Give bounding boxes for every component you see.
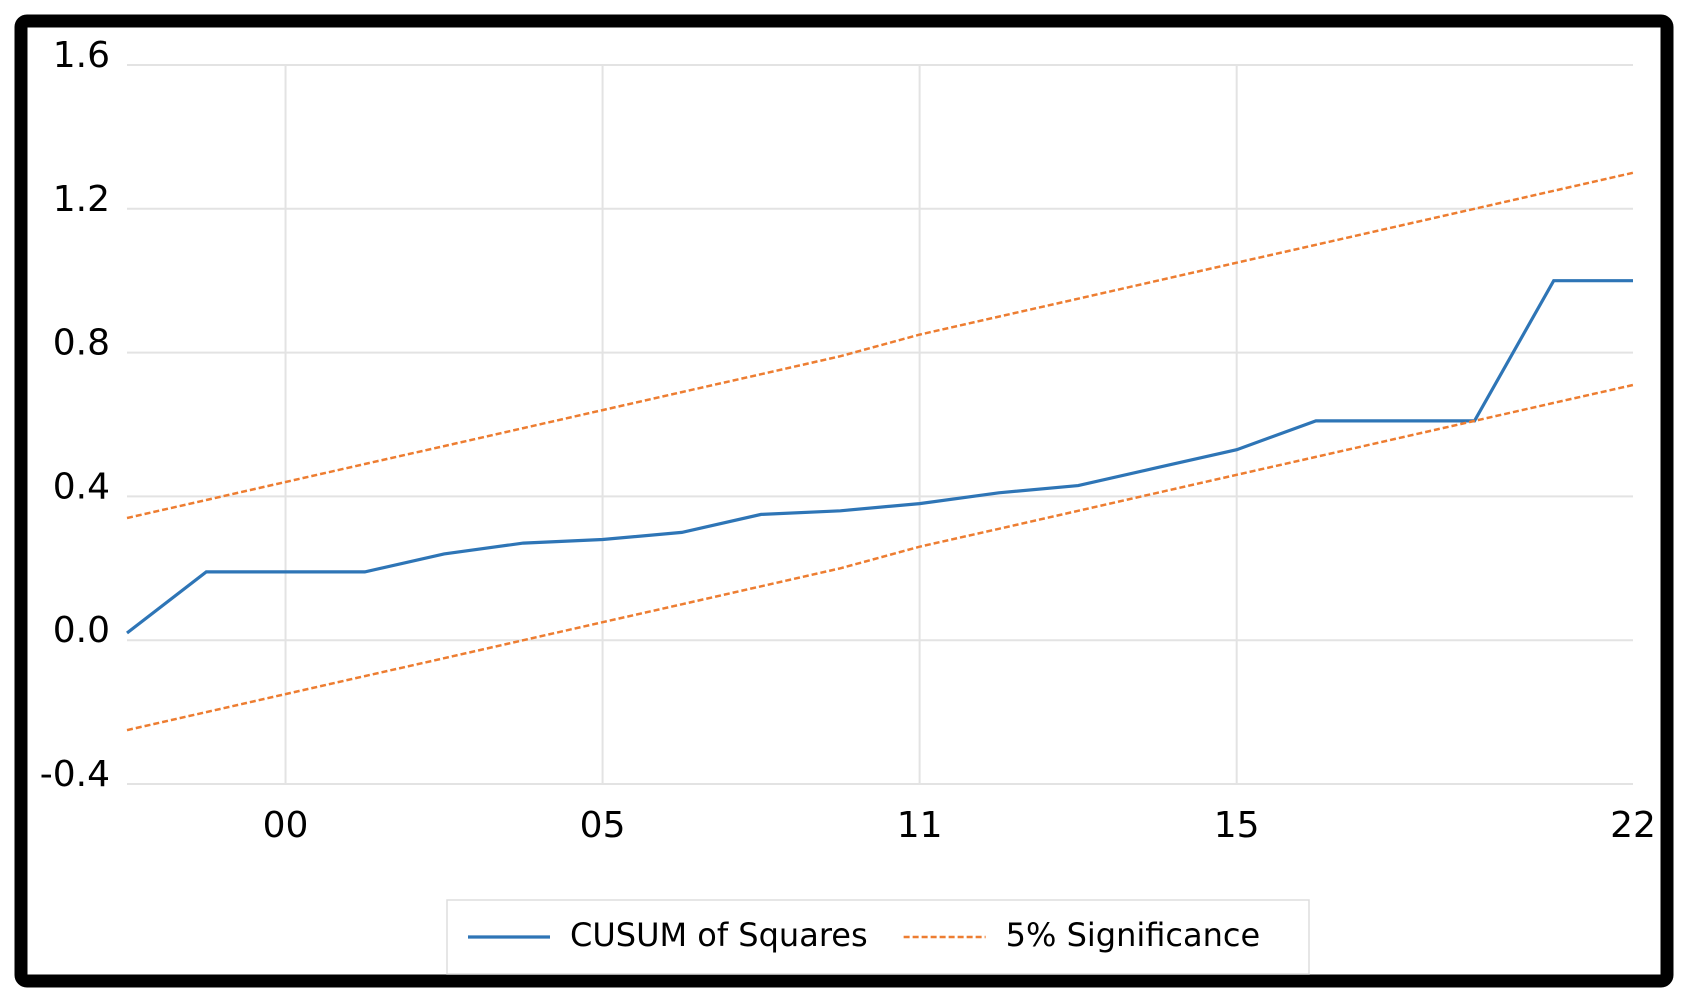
x-tick-label: 11 bbox=[897, 805, 943, 846]
legend-label: 5% Significance bbox=[1006, 916, 1261, 954]
y-tick-label: 0.0 bbox=[53, 610, 110, 651]
cusum-line bbox=[126, 279, 1633, 635]
lower-bound-line bbox=[126, 383, 1634, 732]
x-tick-label: 00 bbox=[263, 805, 309, 846]
y-tick-label: 1.2 bbox=[53, 179, 110, 220]
upper-bound-line bbox=[126, 171, 1634, 520]
x-tick-label: 22 bbox=[1610, 805, 1656, 846]
y-tick-label: 1.6 bbox=[53, 35, 110, 76]
frame bbox=[14, 14, 1674, 988]
legend bbox=[446, 899, 1310, 975]
grid bbox=[127, 64, 1633, 785]
y-tick-label: -0.4 bbox=[40, 754, 110, 795]
x-tick-label: 05 bbox=[580, 805, 626, 846]
y-tick-label: 0.4 bbox=[53, 466, 110, 507]
legend-label: CUSUM of Squares bbox=[570, 916, 868, 954]
plot bbox=[126, 171, 1634, 732]
x-tick-label: 15 bbox=[1214, 805, 1260, 846]
y-tick-label: 0.8 bbox=[53, 323, 110, 364]
